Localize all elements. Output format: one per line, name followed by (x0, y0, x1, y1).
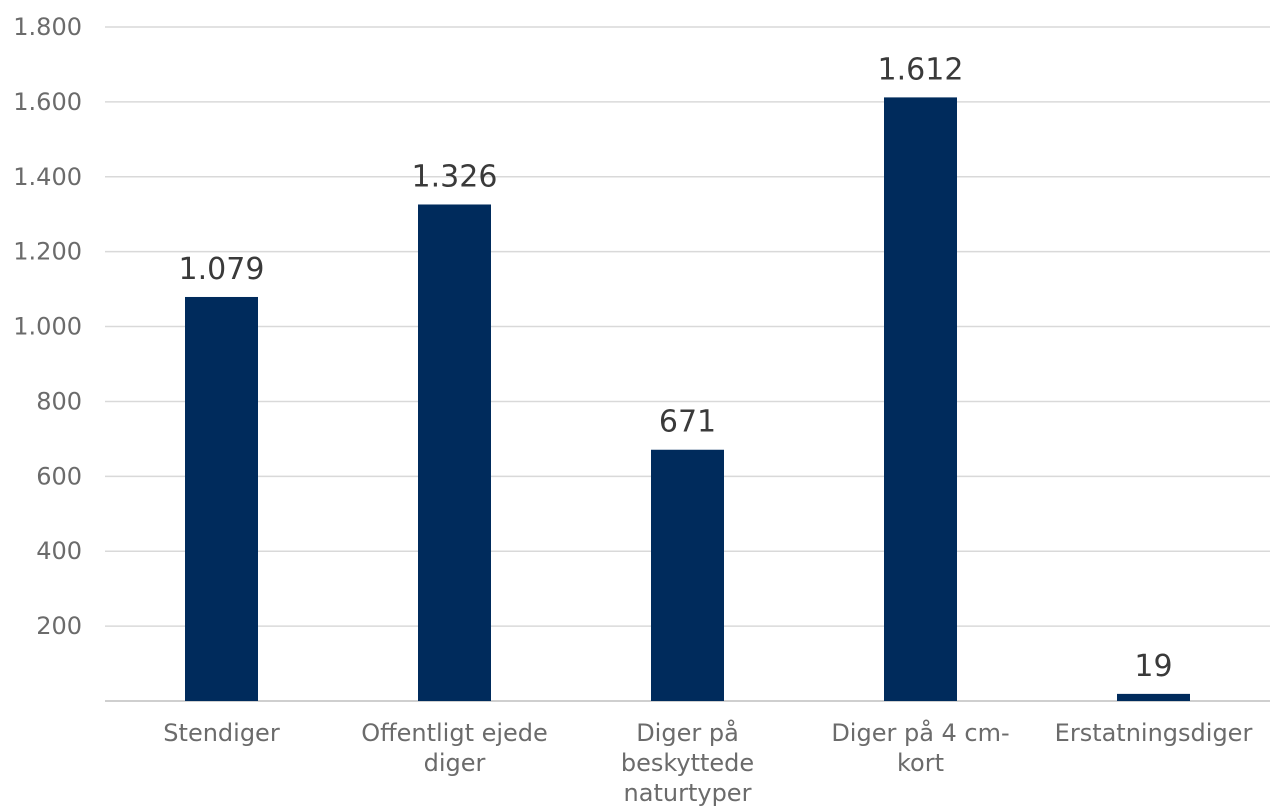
data-label: 671 (659, 405, 716, 440)
y-tick-label: 1.800 (13, 13, 82, 41)
bar (884, 97, 957, 701)
x-tick-label-line: Offentligt ejede (361, 719, 548, 747)
y-tick-label: 800 (36, 387, 82, 415)
y-tick-label: 400 (36, 537, 82, 565)
x-tick-label-line: naturtyper (624, 779, 752, 807)
data-label: 19 (1134, 649, 1172, 684)
x-tick-label: Diger på beskyttede naturtyper (621, 718, 754, 807)
x-axis-category-labels: Stendiger Offentligt ejede diger Diger på be… (163, 718, 1252, 807)
data-label: 1.612 (878, 52, 964, 87)
y-tick-label: 1.600 (13, 88, 82, 116)
x-tick-label-line: diger (424, 749, 486, 777)
x-tick-label-line: kort (897, 749, 944, 777)
x-tick-label-line: Diger på (636, 718, 739, 747)
gridlines (105, 26, 1270, 627)
x-tick-label-line: Diger på 4 cm- (831, 718, 1009, 747)
bar (185, 296, 258, 701)
y-axis-tick-labels: 200 400 600 800 1.000 1.200 1.400 1.600 1.800 (13, 13, 82, 640)
y-tick-label: 1.200 (13, 238, 82, 266)
bars (185, 97, 1190, 701)
y-tick-label: 600 (36, 462, 82, 490)
data-label: 1.079 (179, 252, 265, 287)
y-tick-label: 200 (36, 612, 82, 640)
bar (1117, 693, 1190, 701)
bar (418, 204, 491, 701)
x-tick-label-line: Erstatningsdiger (1055, 719, 1253, 747)
y-tick-label: 1.400 (13, 163, 82, 191)
data-label: 1.326 (412, 159, 498, 194)
x-tick-label: Offentligt ejede diger (361, 719, 548, 777)
x-tick-label: Erstatningsdiger (1055, 719, 1253, 747)
data-labels: 1.079 1.326 671 1.612 19 (179, 52, 1173, 683)
bar (651, 449, 724, 701)
x-tick-label: Diger på 4 cm-kort (831, 718, 1009, 777)
x-tick-label-line: beskyttede (621, 749, 754, 777)
y-tick-label: 1.000 (13, 313, 82, 341)
x-tick-label: Stendiger (163, 719, 280, 747)
x-tick-label-line: Stendiger (163, 719, 280, 747)
